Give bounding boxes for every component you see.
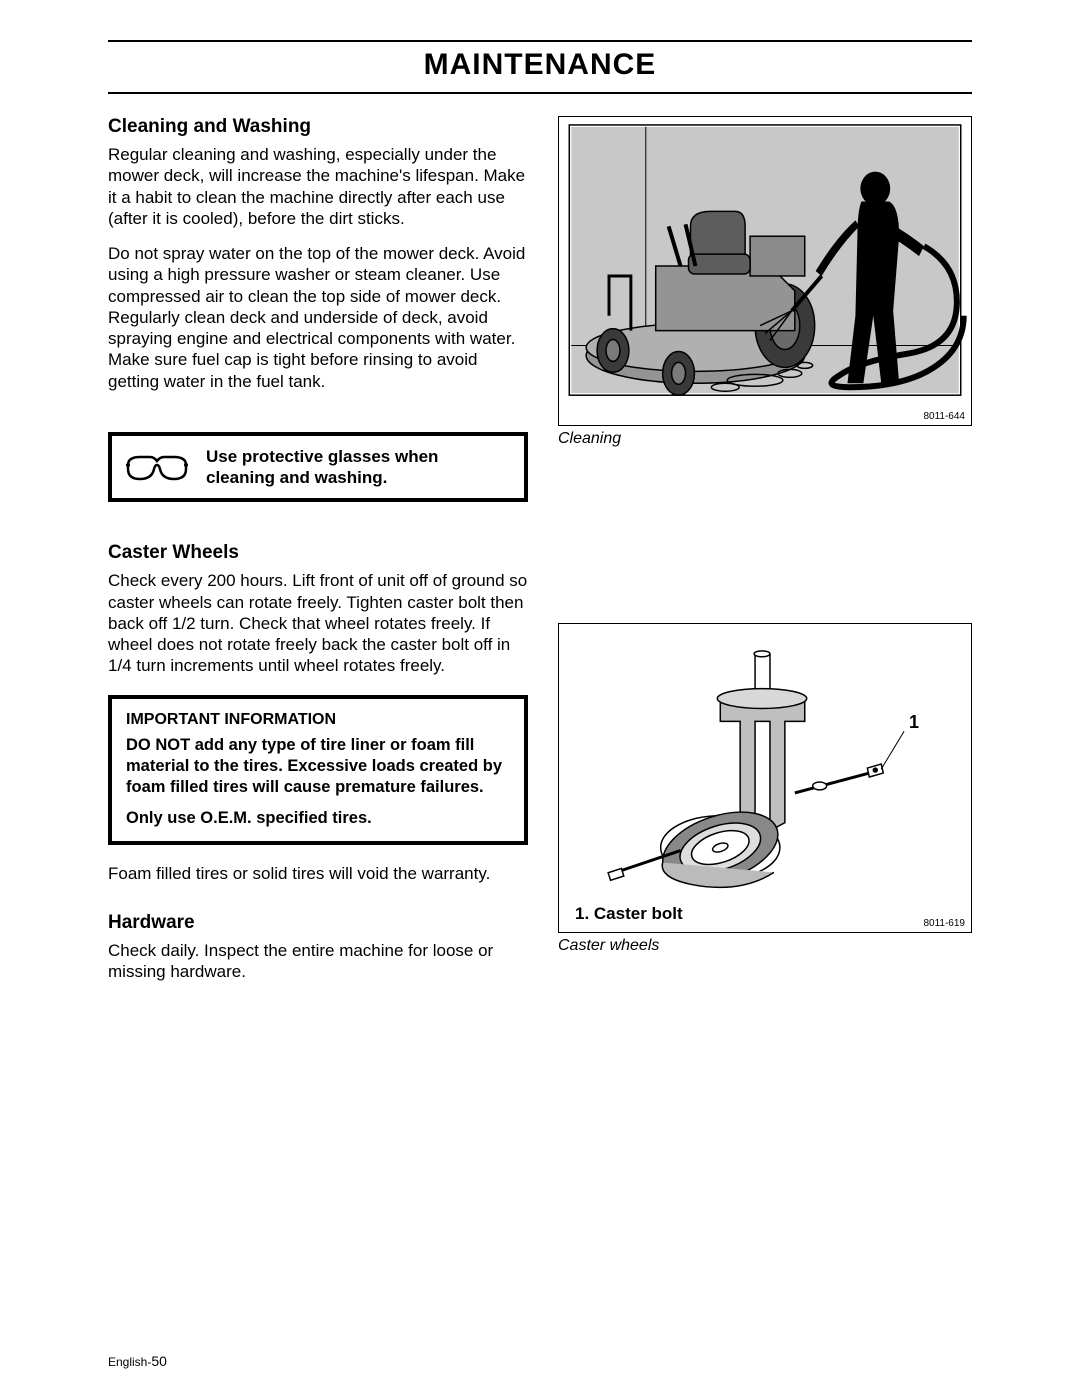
page-title: MAINTENANCE	[108, 48, 972, 82]
important-info-heading: IMPORTANT INFORMATION	[126, 711, 510, 729]
figure-2-caption: Caster wheels	[558, 937, 972, 955]
figure-caster: 1 1. Caster bolt 8011-619	[558, 623, 972, 933]
figure-2-callout: 1. Caster bolt	[575, 904, 683, 924]
important-info-p1: DO NOT add any type of tire liner or foa…	[126, 735, 510, 798]
caster-heading: Caster Wheels	[108, 542, 528, 564]
page-footer: English-50	[108, 1353, 167, 1369]
footer-lang: English-	[108, 1355, 151, 1369]
footer-page-number: 50	[151, 1353, 167, 1369]
figure-1-caption: Cleaning	[558, 430, 972, 448]
hardware-section: Hardware Check daily. Inspect the entire…	[108, 912, 528, 983]
figure-cleaning: 8011-644	[558, 116, 972, 426]
figure-2-id: 8011-619	[923, 918, 965, 929]
cleaning-para-2: Do not spray water on the top of the mow…	[108, 243, 528, 392]
warranty-note: Foam filled tires or solid tires will vo…	[108, 863, 528, 884]
page-title-block: MAINTENANCE	[108, 40, 972, 94]
caster-section: Caster Wheels Check every 200 hours. Lif…	[108, 542, 528, 884]
safety-glasses-box: Use protective glasses when cleaning and…	[108, 432, 528, 503]
content-columns: Cleaning and Washing Regular cleaning an…	[108, 116, 972, 1011]
figure-1-id: 8011-644	[923, 411, 965, 422]
cleaning-para-1: Regular cleaning and washing, especially…	[108, 144, 528, 229]
hardware-heading: Hardware	[108, 912, 528, 934]
hardware-para-1: Check daily. Inspect the entire machine …	[108, 940, 528, 983]
left-column: Cleaning and Washing Regular cleaning an…	[108, 116, 528, 1011]
safety-glasses-text: Use protective glasses when cleaning and…	[206, 446, 510, 489]
right-column: 8011-644 Cleaning	[558, 116, 972, 1011]
important-info-box: IMPORTANT INFORMATION DO NOT add any typ…	[108, 695, 528, 845]
cleaning-section: Cleaning and Washing Regular cleaning an…	[108, 116, 528, 392]
caster-para-1: Check every 200 hours. Lift front of uni…	[108, 570, 528, 676]
glasses-icon	[126, 451, 188, 483]
figure-2-label-1: 1	[909, 712, 919, 733]
important-info-p2: Only use O.E.M. specified tires.	[126, 808, 510, 829]
cleaning-illustration	[559, 117, 971, 425]
cleaning-heading: Cleaning and Washing	[108, 116, 528, 138]
caster-illustration	[559, 624, 971, 932]
